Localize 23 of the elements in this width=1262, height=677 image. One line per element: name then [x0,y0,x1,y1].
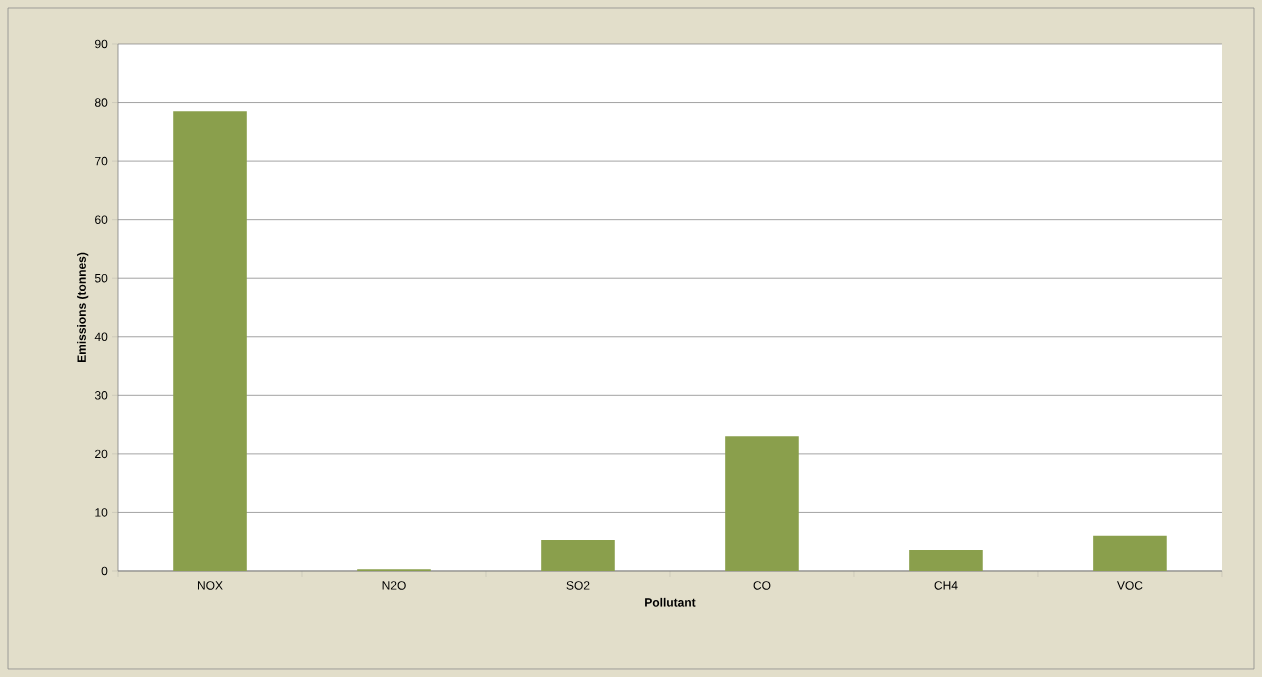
y-axis-title: Emissions (tonnes) [77,252,89,363]
bar [909,549,983,571]
x-tick-label: VOC [1116,581,1143,590]
y-tick-label: 60 [95,215,108,224]
y-tick-label: 40 [94,332,108,342]
y-tick-label: 80 [94,98,108,107]
y-tick-label: 70 [95,156,108,166]
y-tick-label: 50 [94,273,108,283]
x-tick-label: CH4 [934,581,958,590]
bar [725,436,799,571]
x-tick-label: CO [753,581,771,590]
bar [541,539,615,571]
x-tick-label: N2O [382,581,406,590]
bar [1093,535,1167,571]
bar [173,111,247,571]
y-tick-label: 30 [94,391,108,400]
x-axis-title: Pollutant [645,597,696,607]
y-tick-label: 90 [95,39,108,49]
y-tick-label: 20 [95,449,108,459]
x-tick-label: SO2 [566,581,590,590]
y-tick-label: 0 [101,566,108,576]
y-tick-label: 10 [95,508,108,517]
x-tick-label: NOX [197,581,223,590]
